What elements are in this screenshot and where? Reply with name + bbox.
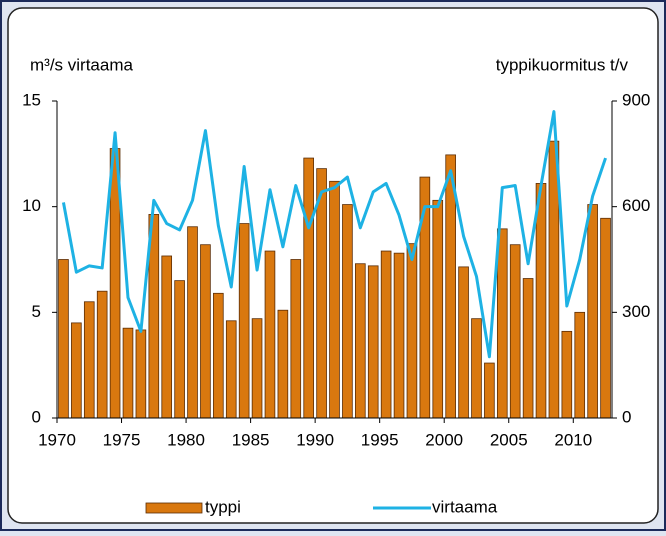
bar xyxy=(355,263,366,419)
legend-swatch xyxy=(145,502,203,514)
bar xyxy=(471,318,482,419)
bar xyxy=(264,250,276,419)
bar xyxy=(367,265,379,419)
y2-tick-label: 900 xyxy=(622,90,650,109)
x-tick-label: 2005 xyxy=(490,430,528,449)
bar xyxy=(122,327,134,419)
x-tick-label: 2010 xyxy=(554,430,592,449)
bar xyxy=(96,290,108,419)
bar xyxy=(277,309,289,419)
bar xyxy=(83,301,95,419)
line xyxy=(61,110,607,359)
y2-axis-label: typpikuormitus t/v xyxy=(496,55,629,74)
x-tick-label: 1985 xyxy=(232,430,270,449)
bar xyxy=(600,217,611,419)
bar xyxy=(342,204,353,419)
x-tick-label: 1980 xyxy=(167,430,205,449)
y-tick-label: 15 xyxy=(22,90,41,109)
bar xyxy=(200,244,211,419)
x-tick-label: 1970 xyxy=(38,430,76,449)
bar xyxy=(406,243,418,419)
x-tick-label: 1990 xyxy=(296,430,334,449)
y-tick-label: 0 xyxy=(32,407,41,426)
bar xyxy=(290,259,302,419)
x-tick-label: 1995 xyxy=(361,430,399,449)
bar xyxy=(225,320,237,419)
bar xyxy=(458,266,469,419)
bar xyxy=(574,311,586,419)
bar xyxy=(496,228,508,419)
bar xyxy=(71,322,82,419)
y2-tick-label: 600 xyxy=(622,196,650,215)
bar xyxy=(419,176,431,419)
legend-label: typpi xyxy=(205,497,241,516)
bar xyxy=(509,244,521,419)
bar xyxy=(432,199,444,419)
bar xyxy=(238,223,250,419)
bar xyxy=(174,280,185,419)
bar xyxy=(251,318,263,419)
bar xyxy=(587,204,598,419)
x-tick-label: 2000 xyxy=(425,430,463,449)
bar xyxy=(303,157,314,419)
bar xyxy=(135,329,147,419)
bar xyxy=(380,250,392,419)
x-tick-label: 1975 xyxy=(103,430,141,449)
bar xyxy=(484,362,495,419)
bar xyxy=(161,255,173,419)
bar xyxy=(561,330,573,419)
bar xyxy=(187,226,198,419)
y-tick-label: 10 xyxy=(22,196,41,215)
bar xyxy=(329,180,340,419)
bar xyxy=(393,252,405,419)
y2-tick-label: 300 xyxy=(622,302,650,321)
bar xyxy=(213,292,224,419)
y-axis-label: m³/s virtaama xyxy=(30,55,134,74)
bar xyxy=(535,183,547,419)
bar xyxy=(58,259,69,419)
legend-label: virtaama xyxy=(432,497,498,516)
bar xyxy=(316,168,327,419)
y-tick-label: 5 xyxy=(32,302,41,321)
y2-tick-label: 0 xyxy=(622,407,631,426)
bar xyxy=(522,278,534,419)
